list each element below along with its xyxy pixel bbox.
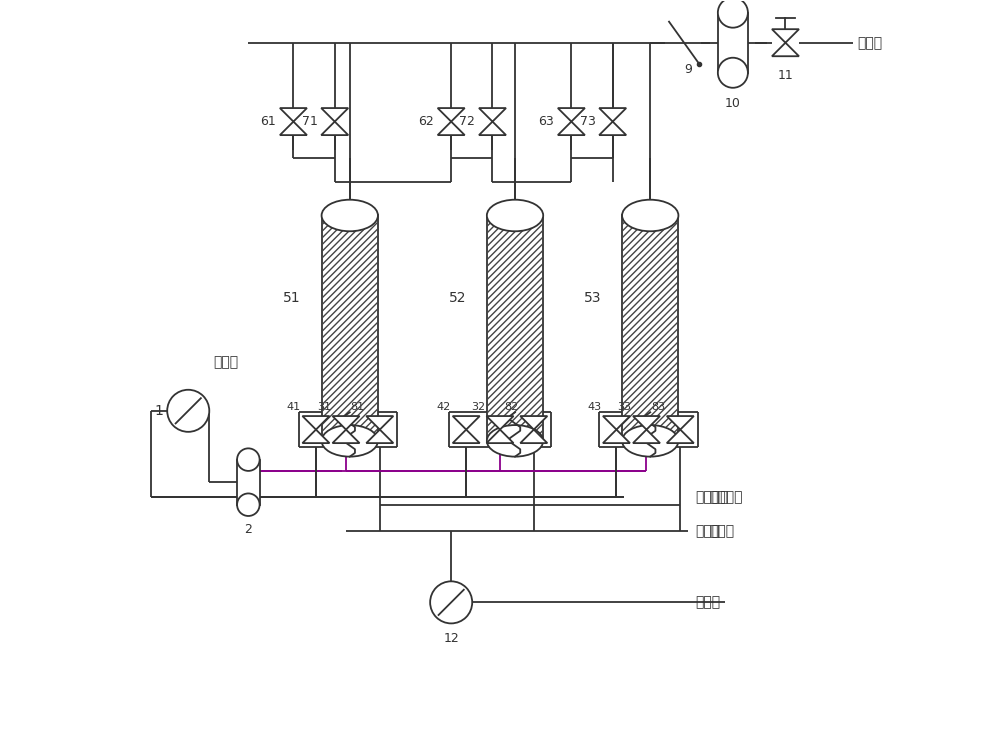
Text: 71: 71 (302, 115, 317, 128)
Text: 原料气: 原料气 (213, 355, 238, 369)
Text: 置换氮气: 置换氮气 (695, 490, 729, 504)
Polygon shape (603, 416, 630, 430)
Polygon shape (479, 108, 506, 121)
Text: 2: 2 (244, 523, 252, 535)
Text: 83: 83 (651, 403, 665, 412)
Polygon shape (772, 43, 799, 57)
Text: 33: 33 (617, 403, 631, 412)
Polygon shape (558, 121, 585, 135)
Bar (322, 216, 378, 441)
Polygon shape (633, 430, 660, 443)
Polygon shape (302, 416, 329, 430)
Bar (622, 216, 678, 441)
Polygon shape (280, 108, 307, 121)
Polygon shape (453, 416, 480, 430)
Bar (237, 460, 260, 504)
Polygon shape (558, 108, 585, 121)
Text: 53: 53 (584, 291, 601, 305)
Polygon shape (599, 108, 626, 121)
Ellipse shape (487, 425, 543, 457)
Text: 43: 43 (587, 403, 601, 412)
Polygon shape (321, 121, 348, 135)
Text: 82: 82 (505, 403, 519, 412)
Ellipse shape (718, 58, 748, 87)
Text: 产品气: 产品气 (857, 35, 882, 50)
Polygon shape (772, 29, 799, 43)
Polygon shape (366, 416, 393, 430)
Text: 10: 10 (725, 97, 741, 109)
Polygon shape (321, 108, 348, 121)
Polygon shape (332, 416, 360, 430)
Ellipse shape (322, 200, 378, 231)
Ellipse shape (237, 449, 260, 471)
Text: 解吸气: 解吸气 (695, 596, 720, 609)
Polygon shape (438, 108, 465, 121)
Polygon shape (332, 430, 360, 443)
Polygon shape (520, 416, 547, 430)
Text: 61: 61 (260, 115, 276, 128)
Polygon shape (302, 430, 329, 443)
Text: 73: 73 (580, 115, 595, 128)
Text: 62: 62 (418, 115, 434, 128)
Polygon shape (486, 416, 514, 430)
Bar (487, 216, 543, 441)
Text: 72: 72 (459, 115, 475, 128)
Text: 51: 51 (283, 291, 301, 305)
Text: 解吸气: 解吸气 (709, 524, 734, 538)
Polygon shape (486, 430, 514, 443)
Circle shape (167, 390, 209, 432)
Text: 31: 31 (317, 403, 331, 412)
Text: 42: 42 (437, 403, 451, 412)
Polygon shape (366, 430, 393, 443)
Polygon shape (280, 121, 307, 135)
Bar (487, 216, 543, 441)
Circle shape (430, 581, 472, 624)
Text: 9: 9 (684, 63, 692, 75)
Text: 81: 81 (351, 403, 365, 412)
Polygon shape (667, 416, 694, 430)
Text: 32: 32 (471, 403, 485, 412)
Text: 11: 11 (778, 69, 793, 81)
Polygon shape (520, 430, 547, 443)
Text: 12: 12 (443, 632, 459, 645)
Text: 解吸气: 解吸气 (695, 524, 720, 538)
Text: 1: 1 (155, 404, 163, 418)
Text: 置换氮气: 置换氮气 (709, 490, 742, 504)
Bar (718, 13, 748, 72)
Ellipse shape (237, 493, 260, 516)
Polygon shape (453, 430, 480, 443)
Ellipse shape (718, 0, 748, 28)
Polygon shape (667, 430, 694, 443)
Ellipse shape (322, 425, 378, 457)
Bar (322, 216, 378, 441)
Polygon shape (479, 121, 506, 135)
Polygon shape (633, 416, 660, 430)
Polygon shape (438, 121, 465, 135)
Polygon shape (599, 121, 626, 135)
Ellipse shape (622, 200, 678, 231)
Bar (622, 216, 678, 441)
Text: 41: 41 (287, 403, 301, 412)
Polygon shape (603, 430, 630, 443)
Ellipse shape (622, 425, 678, 457)
Text: 63: 63 (538, 115, 554, 128)
Ellipse shape (487, 200, 543, 231)
Text: 52: 52 (449, 291, 466, 305)
